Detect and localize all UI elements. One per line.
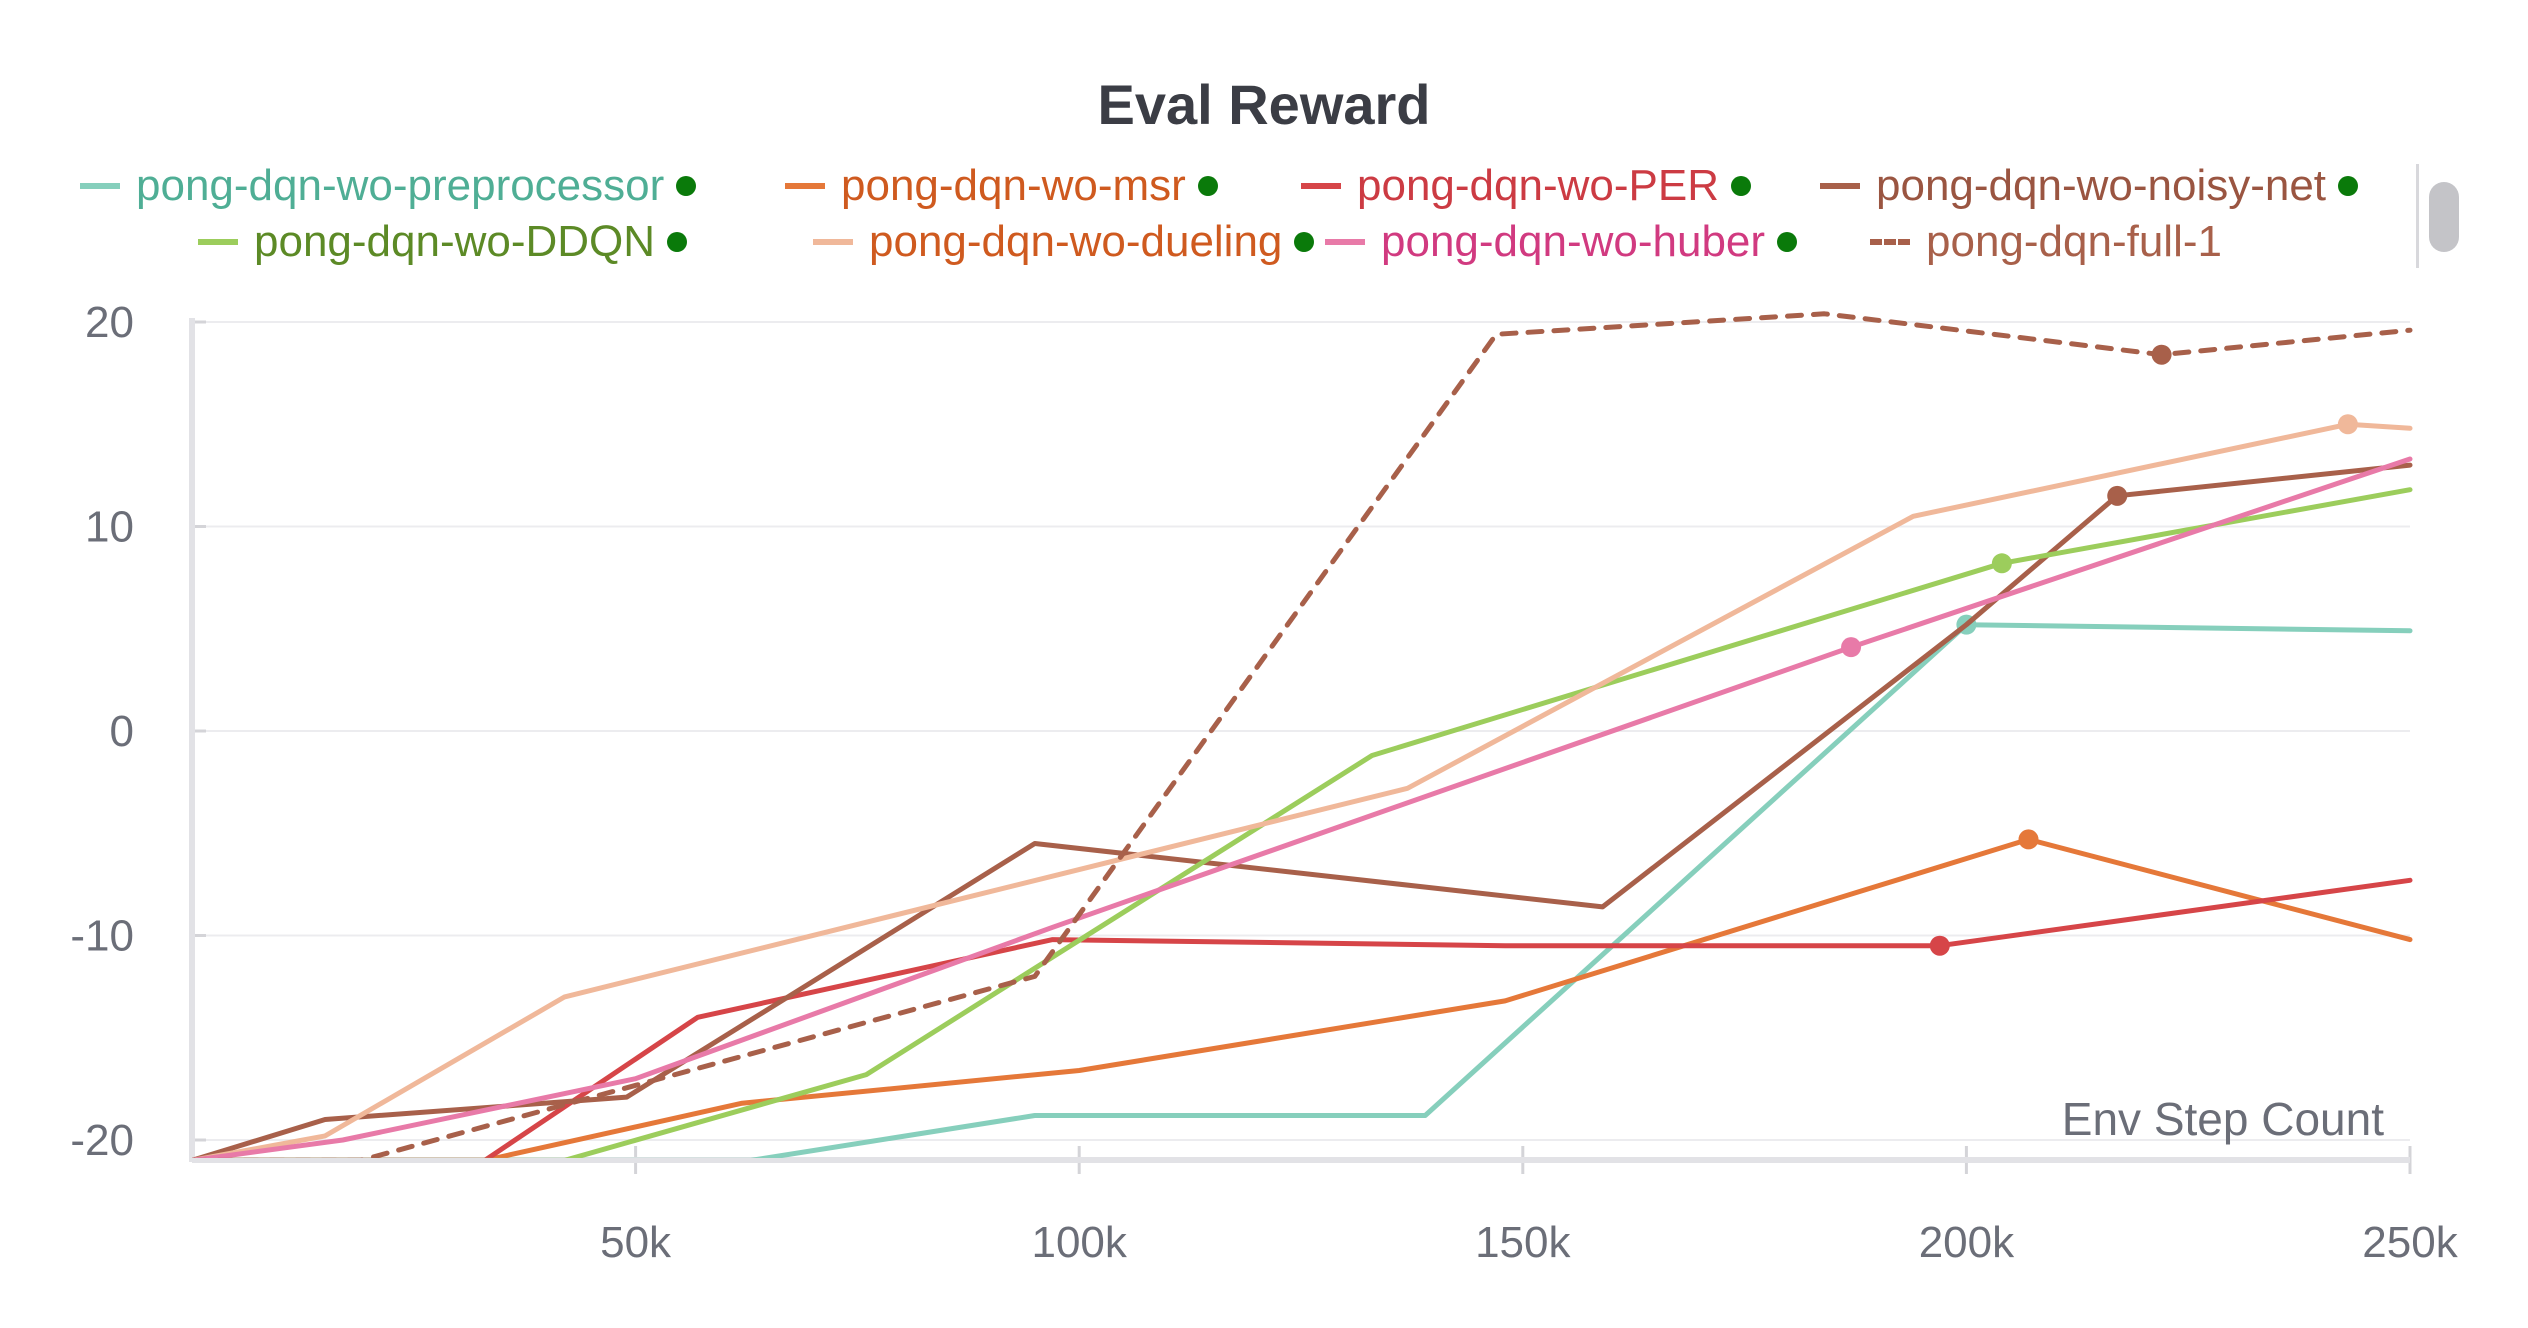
x-axis-label: Env Step Count	[2062, 1093, 2384, 1145]
legend-line-swatch	[80, 183, 120, 189]
status-dot-icon	[2338, 176, 2359, 196]
legend-item[interactable]: pong-dqn-wo-DDQN	[198, 214, 688, 270]
legend-item[interactable]: pong-dqn-wo-noisy-net	[1820, 158, 2359, 214]
series-marker	[2337, 414, 2358, 435]
series-lines	[192, 311, 2413, 1158]
status-dot-icon	[1730, 176, 1751, 196]
y-tick-label: 20	[85, 298, 134, 347]
series-pong-dqn-wo-PER	[192, 877, 2413, 1158]
legend-line-swatch	[1820, 183, 1860, 189]
series-marker	[2151, 344, 2172, 365]
series-line	[192, 487, 2413, 1158]
legend-line-swatch	[1301, 183, 1341, 189]
legend-scroll-thumb[interactable]	[2429, 182, 2459, 252]
legend-label: pong-dqn-wo-preprocessor	[136, 161, 665, 210]
series-marker	[2018, 829, 2039, 850]
legend-line-swatch	[813, 239, 853, 245]
legend-label: pong-dqn-wo-msr	[841, 161, 1186, 210]
series-line	[192, 421, 2413, 1158]
y-tick-label: -20	[70, 1116, 134, 1165]
legend-line-swatch	[1325, 239, 1365, 245]
legend-item[interactable]: pong-dqn-wo-preprocessor	[80, 158, 697, 214]
status-dot-icon	[676, 176, 697, 196]
legend-line-swatch	[198, 239, 238, 245]
x-tick-label: 200k	[1919, 1218, 2015, 1267]
y-tick-label: 0	[110, 707, 134, 756]
axes	[189, 318, 2410, 1163]
x-tick-label: 100k	[1031, 1218, 1127, 1267]
series-pong-dqn-wo-msr	[192, 829, 2413, 1158]
legend-item[interactable]: pong-dqn-wo-huber	[1325, 214, 1798, 270]
x-tick-label: 250k	[2362, 1218, 2458, 1267]
legend: pong-dqn-wo-preprocessor pong-dqn-wo-msr p…	[80, 158, 2410, 276]
legend-line-swatch	[1870, 239, 1910, 245]
status-dot-icon	[667, 232, 688, 252]
legend-label: pong-dqn-wo-PER	[1357, 161, 1719, 210]
series-pong-dqn-wo-huber	[192, 456, 2413, 1158]
chart-title: Eval Reward	[1097, 73, 1431, 136]
status-dot-icon	[1294, 232, 1315, 252]
series-marker	[2107, 485, 2128, 506]
series-line	[192, 456, 2413, 1158]
tick-labels: 20 10 0 -10 -20 50k 100k 150k 200k 250k	[70, 298, 2458, 1267]
series-pong-dqn-wo-DDQN	[192, 487, 2413, 1158]
series-pong-dqn-wo-dueling	[192, 414, 2413, 1158]
series-marker	[1841, 637, 1862, 658]
series-pong-dqn-wo-noisy-net	[192, 462, 2413, 1158]
legend-line-swatch	[785, 183, 825, 189]
legend-item[interactable]: pong-dqn-wo-msr	[785, 158, 1218, 214]
series-pong-dqn-full-1	[192, 311, 2413, 1158]
x-tick-label: 50k	[600, 1218, 672, 1267]
series-line	[192, 462, 2413, 1158]
series-line	[192, 622, 2413, 1158]
legend-label: pong-dqn-wo-huber	[1381, 217, 1766, 266]
status-dot-icon	[1777, 232, 1798, 252]
x-tick-label: 150k	[1475, 1218, 1571, 1267]
status-dot-icon	[1197, 176, 1218, 196]
series-pong-dqn-wo-preprocessor	[192, 614, 2413, 1158]
legend-item[interactable]: pong-dqn-wo-dueling	[813, 214, 1315, 270]
legend-item[interactable]: pong-dqn-wo-PER	[1301, 158, 1751, 214]
legend-label: pong-dqn-wo-DDQN	[254, 217, 656, 266]
grid-lines	[192, 320, 2412, 1174]
y-tick-label: -10	[70, 912, 134, 961]
legend-label: pong-dqn-wo-dueling	[869, 217, 1283, 266]
y-tick-label: 10	[85, 503, 134, 552]
legend-label: pong-dqn-wo-noisy-net	[1876, 161, 2327, 210]
legend-label: pong-dqn-full-1	[1926, 217, 2222, 266]
series-marker	[1991, 553, 2012, 574]
series-marker	[1929, 935, 1950, 956]
legend-scrollbar[interactable]	[2416, 164, 2465, 268]
legend-item[interactable]: pong-dqn-full-1	[1870, 214, 2222, 270]
